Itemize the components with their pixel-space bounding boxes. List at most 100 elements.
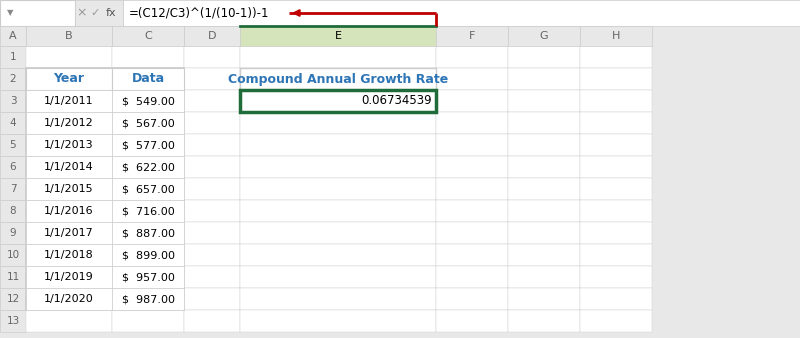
Bar <box>112 178 184 200</box>
Bar <box>240 178 436 200</box>
Bar <box>508 134 580 156</box>
Bar <box>580 200 652 222</box>
Bar <box>580 310 652 332</box>
Bar <box>112 200 184 222</box>
Bar <box>240 156 436 178</box>
Bar <box>112 222 184 244</box>
Bar <box>436 112 508 134</box>
Bar <box>508 46 580 68</box>
Bar <box>75 0 123 26</box>
Bar <box>580 46 652 68</box>
Bar <box>112 266 184 288</box>
Text: Year: Year <box>54 72 85 86</box>
Bar <box>0 90 26 112</box>
Text: $  957.00: $ 957.00 <box>122 272 174 282</box>
Bar <box>240 266 436 288</box>
Text: 11: 11 <box>6 272 20 282</box>
Bar <box>26 200 112 222</box>
Bar <box>184 288 240 310</box>
Text: 1/1/2014: 1/1/2014 <box>44 162 94 172</box>
Bar <box>112 266 184 288</box>
Bar <box>436 266 508 288</box>
Bar <box>436 26 508 46</box>
Bar <box>580 156 652 178</box>
Bar <box>26 112 112 134</box>
Bar <box>240 244 436 266</box>
Bar <box>0 156 26 178</box>
Text: $  549.00: $ 549.00 <box>122 96 174 106</box>
Text: 7: 7 <box>10 184 16 194</box>
Bar <box>240 200 436 222</box>
Bar <box>240 112 436 134</box>
Bar <box>112 244 184 266</box>
Bar <box>112 112 184 134</box>
Bar <box>184 156 240 178</box>
Bar <box>508 288 580 310</box>
Bar <box>26 266 112 288</box>
Text: fx: fx <box>106 8 116 18</box>
Bar <box>436 46 508 68</box>
Bar <box>112 68 184 90</box>
Bar <box>26 288 112 310</box>
Text: D: D <box>208 31 216 41</box>
Bar <box>240 134 436 156</box>
Bar <box>436 68 508 90</box>
Bar <box>580 244 652 266</box>
Text: H: H <box>612 31 620 41</box>
Bar <box>508 178 580 200</box>
Bar <box>184 26 240 46</box>
Bar <box>184 200 240 222</box>
Bar <box>0 68 26 90</box>
Text: 13: 13 <box>6 316 20 326</box>
Bar <box>508 310 580 332</box>
Bar <box>112 310 184 332</box>
Bar <box>26 26 112 46</box>
Bar <box>26 68 184 310</box>
Bar <box>26 46 112 68</box>
Bar <box>184 134 240 156</box>
Text: 4: 4 <box>10 118 16 128</box>
Bar <box>112 26 184 46</box>
Bar <box>0 266 26 288</box>
Bar <box>436 310 508 332</box>
Bar <box>508 266 580 288</box>
Text: B: B <box>65 31 73 41</box>
Bar <box>240 222 436 244</box>
Text: 10: 10 <box>6 250 19 260</box>
Bar <box>112 200 184 222</box>
Bar <box>26 90 112 112</box>
Bar <box>26 266 112 288</box>
Bar <box>184 266 240 288</box>
Text: 1/1/2015: 1/1/2015 <box>44 184 94 194</box>
Text: $  577.00: $ 577.00 <box>122 140 174 150</box>
Bar <box>508 112 580 134</box>
Text: $  716.00: $ 716.00 <box>122 206 174 216</box>
Bar <box>26 222 112 244</box>
Bar <box>240 26 436 46</box>
Bar <box>112 90 184 112</box>
Bar <box>508 68 580 90</box>
Bar <box>26 68 112 90</box>
Bar <box>26 178 112 200</box>
Bar <box>184 46 240 68</box>
Bar <box>26 178 112 200</box>
Bar <box>0 0 75 26</box>
Bar <box>184 112 240 134</box>
Bar <box>112 288 184 310</box>
Bar <box>26 68 112 90</box>
Bar <box>184 178 240 200</box>
Text: 12: 12 <box>6 294 20 304</box>
Bar <box>184 222 240 244</box>
Bar <box>508 90 580 112</box>
Bar <box>436 244 508 266</box>
Bar <box>26 134 112 156</box>
Bar <box>580 178 652 200</box>
Text: 1/1/2011: 1/1/2011 <box>44 96 94 106</box>
Bar <box>26 90 112 112</box>
Text: $  622.00: $ 622.00 <box>122 162 174 172</box>
Bar <box>112 68 184 90</box>
Bar <box>0 178 26 200</box>
Text: 5: 5 <box>10 140 16 150</box>
Bar <box>112 156 184 178</box>
Bar <box>26 288 112 310</box>
